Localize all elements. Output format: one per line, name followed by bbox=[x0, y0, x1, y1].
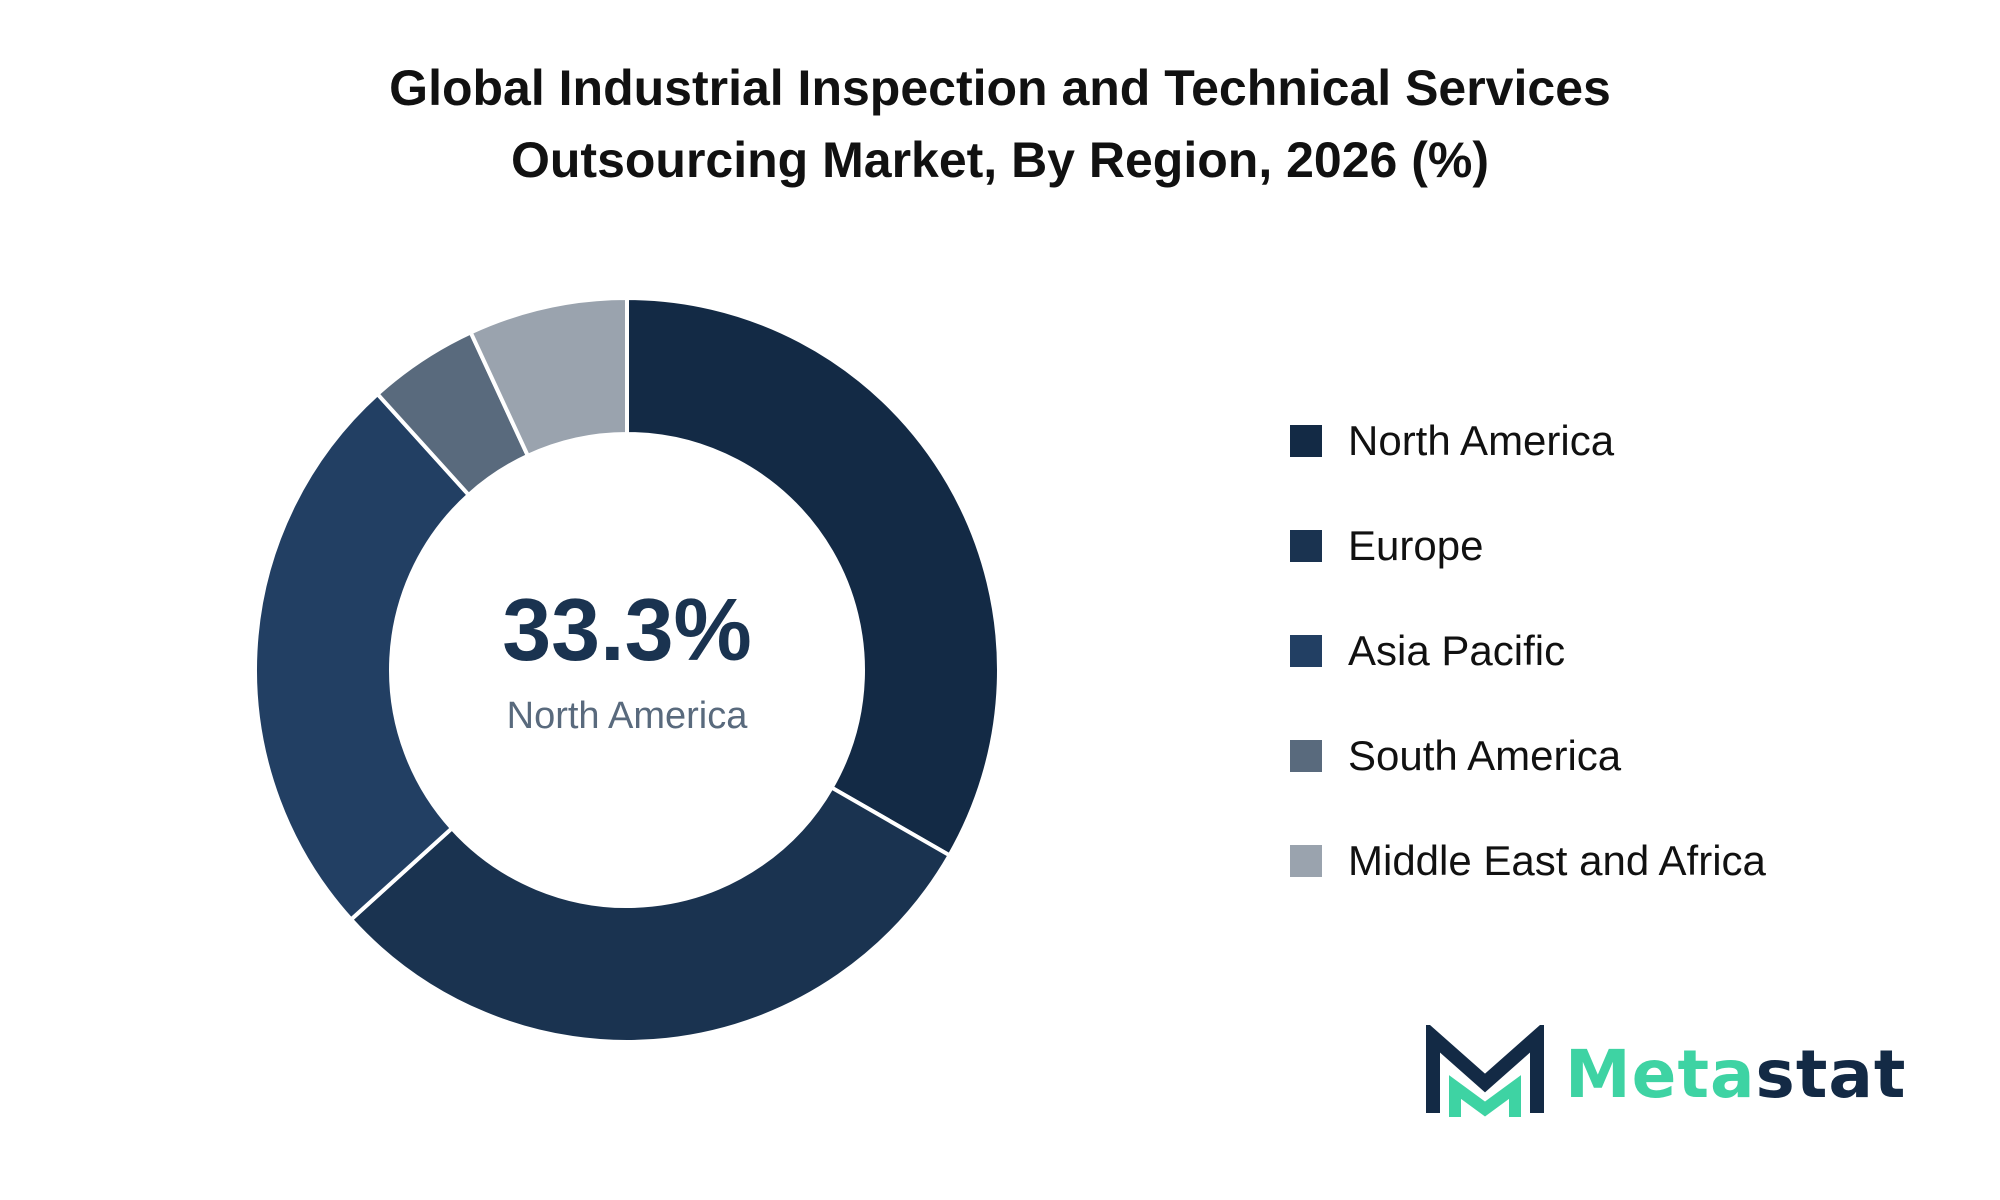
logo-wordmark: Metastat bbox=[1565, 1035, 1906, 1115]
logo-mark-icon bbox=[1426, 1025, 1544, 1117]
chart-title-line-2: Outsourcing Market, By Region, 2026 (%) bbox=[511, 132, 1489, 188]
legend-label: Asia Pacific bbox=[1348, 626, 1566, 674]
legend-label: South America bbox=[1348, 731, 1622, 779]
legend-label: North America bbox=[1348, 416, 1615, 464]
chart-title: Global Industrial Inspection and Technic… bbox=[250, 52, 1750, 196]
legend-item-asia-pacific: Asia Pacific bbox=[1290, 598, 1766, 703]
legend-item-middle-east-and-africa: Middle East and Africa bbox=[1290, 808, 1766, 913]
donut-slice-north-america bbox=[625, 295, 1001, 859]
donut-slice-middle-east-and-africa bbox=[468, 295, 629, 459]
center-category-label: North America bbox=[507, 695, 749, 737]
logo-wordmark-meta: Meta bbox=[1565, 1036, 1756, 1113]
donut-slice-europe bbox=[348, 784, 953, 1044]
logo-m-accent bbox=[1449, 1075, 1521, 1117]
donut-slices bbox=[253, 295, 1001, 1044]
logo-m-dark bbox=[1426, 1025, 1544, 1113]
legend-item-europe: Europe bbox=[1290, 493, 1766, 598]
legend-swatch bbox=[1290, 739, 1322, 772]
legend-swatch bbox=[1290, 424, 1322, 457]
legend-label: Europe bbox=[1348, 521, 1484, 569]
brand-logo: Metastat bbox=[1425, 1025, 1905, 1125]
chart-title-line-1: Global Industrial Inspection and Technic… bbox=[389, 60, 1611, 116]
legend-item-north-america: North America bbox=[1290, 388, 1766, 493]
legend-swatch bbox=[1290, 529, 1322, 562]
legend-swatch bbox=[1290, 634, 1322, 667]
legend-swatch bbox=[1290, 844, 1322, 877]
logo-wordmark-stat: stat bbox=[1755, 1036, 1907, 1113]
center-value-label: 33.3% bbox=[502, 580, 752, 679]
legend-item-south-america: South America bbox=[1290, 703, 1766, 808]
legend-label: Middle East and Africa bbox=[1348, 836, 1766, 884]
donut-slice-asia-pacific bbox=[253, 391, 472, 923]
chart-legend: North America Europe Asia Pacific South … bbox=[1290, 388, 1766, 913]
